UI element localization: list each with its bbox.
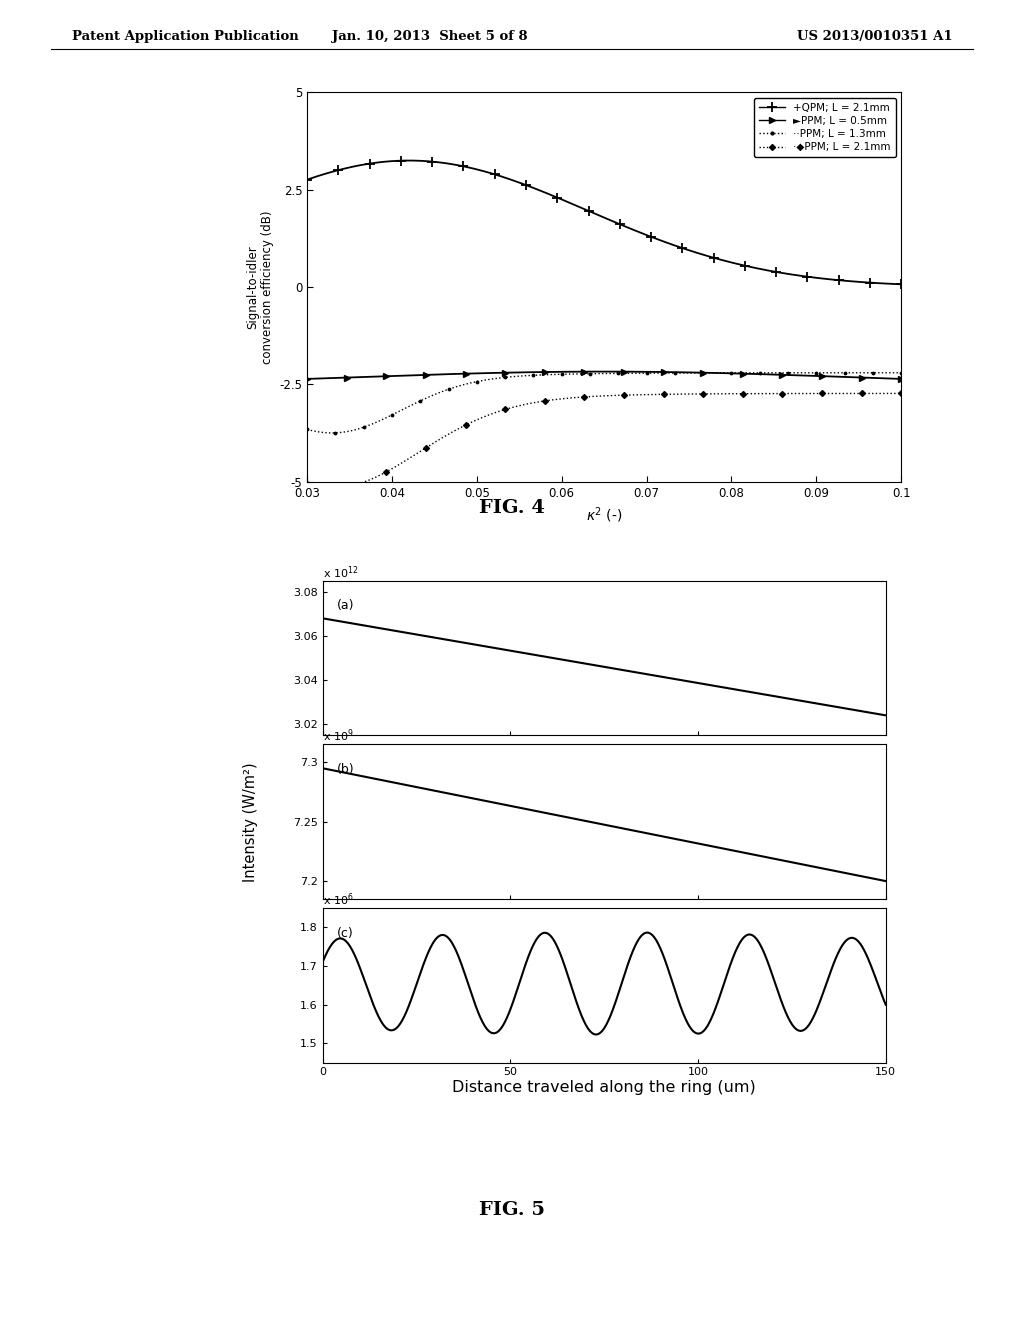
- Text: x 10$^{12}$: x 10$^{12}$: [323, 564, 358, 581]
- Text: (b): (b): [337, 763, 354, 776]
- Text: FIG. 4: FIG. 4: [479, 499, 545, 517]
- Text: FIG. 5: FIG. 5: [479, 1201, 545, 1220]
- Text: Patent Application Publication: Patent Application Publication: [72, 30, 298, 44]
- X-axis label: $\kappa^2$ (-): $\kappa^2$ (-): [586, 506, 623, 525]
- Text: (c): (c): [337, 927, 353, 940]
- Text: x 10$^{6}$: x 10$^{6}$: [323, 891, 353, 908]
- Text: Jan. 10, 2013  Sheet 5 of 8: Jan. 10, 2013 Sheet 5 of 8: [332, 30, 528, 44]
- Legend: +QPM; L = 2.1mm, ►PPM; L = 0.5mm, ··PPM; L = 1.3mm, ·◆PPM; L = 2.1mm: +QPM; L = 2.1mm, ►PPM; L = 0.5mm, ··PPM;…: [754, 98, 896, 157]
- Text: x 10$^{9}$: x 10$^{9}$: [323, 727, 353, 744]
- Y-axis label: Signal-to-idler
conversion efficiency (dB): Signal-to-idler conversion efficiency (d…: [246, 210, 273, 364]
- Text: (a): (a): [337, 599, 354, 612]
- Text: US 2013/0010351 A1: US 2013/0010351 A1: [797, 30, 952, 44]
- Text: Distance traveled along the ring (um): Distance traveled along the ring (um): [453, 1080, 756, 1094]
- Text: Intensity (W/m²): Intensity (W/m²): [244, 763, 258, 882]
